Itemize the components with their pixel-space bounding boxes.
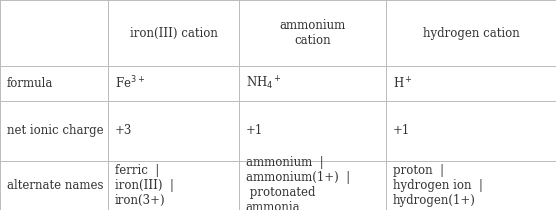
Text: hydrogen cation: hydrogen cation xyxy=(423,27,520,39)
Text: ferric  |
iron(III)  |
iron(3+): ferric | iron(III) | iron(3+) xyxy=(115,164,174,207)
Text: +1: +1 xyxy=(393,124,410,137)
Text: H$^+$: H$^+$ xyxy=(393,76,413,91)
Text: proton  |
hydrogen ion  |
hydrogen(1+): proton | hydrogen ion | hydrogen(1+) xyxy=(393,164,483,207)
Text: ammonium
cation: ammonium cation xyxy=(280,19,346,47)
Text: ammonium  |
ammonium(1+)  |
 protonated
ammonia: ammonium | ammonium(1+) | protonated amm… xyxy=(246,156,350,210)
Text: +3: +3 xyxy=(115,124,132,137)
Text: +1: +1 xyxy=(246,124,263,137)
Text: iron(III) cation: iron(III) cation xyxy=(130,27,218,39)
Text: Fe$^{3+}$: Fe$^{3+}$ xyxy=(115,75,145,92)
Text: formula: formula xyxy=(7,77,53,90)
Text: net ionic charge: net ionic charge xyxy=(7,124,103,137)
Text: alternate names: alternate names xyxy=(7,179,103,192)
Text: NH$_4$$^+$: NH$_4$$^+$ xyxy=(246,75,282,92)
